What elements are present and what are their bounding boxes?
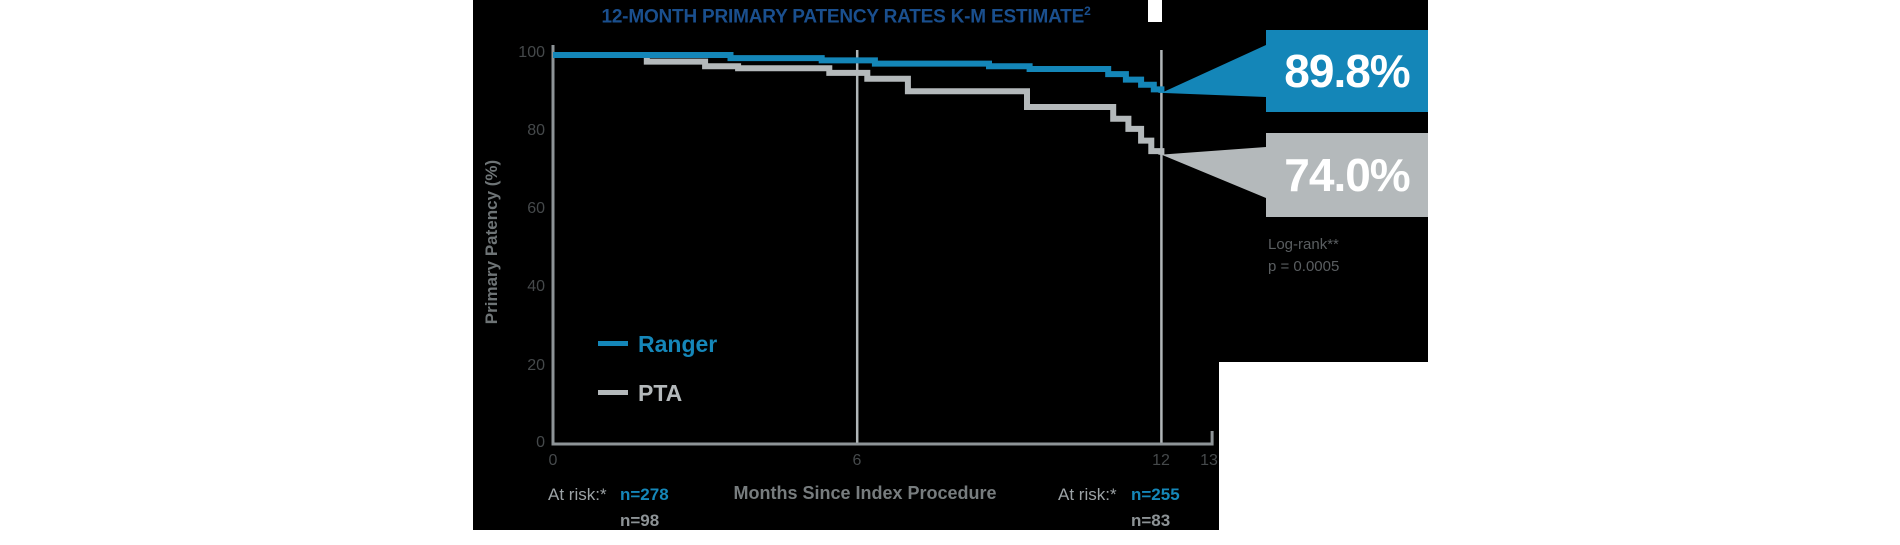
legend-pta-line-swatch (598, 390, 628, 395)
title-notch (1148, 0, 1162, 22)
x-tick-12: 12 (1152, 452, 1170, 469)
x-axis-line (551, 431, 1214, 446)
y-tick-0: 0 (536, 434, 545, 451)
at-risk-right-pta-count: n=83 (1131, 511, 1171, 530)
at-risk-left-pta-count: n=98 (620, 511, 660, 530)
y-axis-label: Primary Patency (%) (482, 159, 501, 325)
p-value-label: p = 0.0005 (1268, 258, 1340, 275)
y-tick-60: 60 (527, 200, 545, 217)
chart-title-superscript: 2 (1084, 4, 1091, 18)
chart-title-text: 12-MONTH PRIMARY PATENCY RATES K-M ESTIM… (601, 6, 1085, 28)
x-tick-13: 13 (1200, 452, 1218, 469)
legend-ranger-label: Ranger (638, 331, 718, 357)
y-tick-40: 40 (527, 278, 545, 295)
at-risk-right-label: At risk:* (1058, 485, 1117, 504)
chart-background-panel (473, 0, 1219, 530)
pta-callout-wedge (1161, 147, 1266, 198)
x-tick-6: 6 (852, 452, 862, 469)
chart-title: 12-MONTH PRIMARY PATENCY RATES K-M ESTIM… (473, 4, 1219, 28)
stats-block: Log-rank** p = 0.0005 (1268, 234, 1339, 278)
at-risk-right-ranger-count: n=255 (1131, 485, 1180, 504)
x-tick-0: 0 (548, 452, 558, 469)
y-tick-20: 20 (527, 357, 545, 374)
x-axis-label: Months Since Index Procedure (733, 483, 997, 503)
pta-km-curve (553, 52, 1165, 155)
log-rank-label: Log-rank** (1268, 236, 1339, 253)
legend-pta-label: PTA (638, 380, 683, 406)
y-tick-80: 80 (527, 122, 545, 139)
ranger-km-curve (553, 52, 1165, 93)
ranger-callout-wedge (1161, 45, 1266, 97)
ranger-endpoint-callout: 89.8% (1266, 30, 1428, 112)
at-risk-left-label: At risk:* (548, 485, 607, 504)
at-risk-left-ranger-count: n=278 (620, 485, 669, 504)
pta-endpoint-callout: 74.0% (1266, 133, 1428, 217)
legend-ranger-line-swatch (598, 341, 628, 346)
y-tick-100: 100 (518, 44, 545, 61)
